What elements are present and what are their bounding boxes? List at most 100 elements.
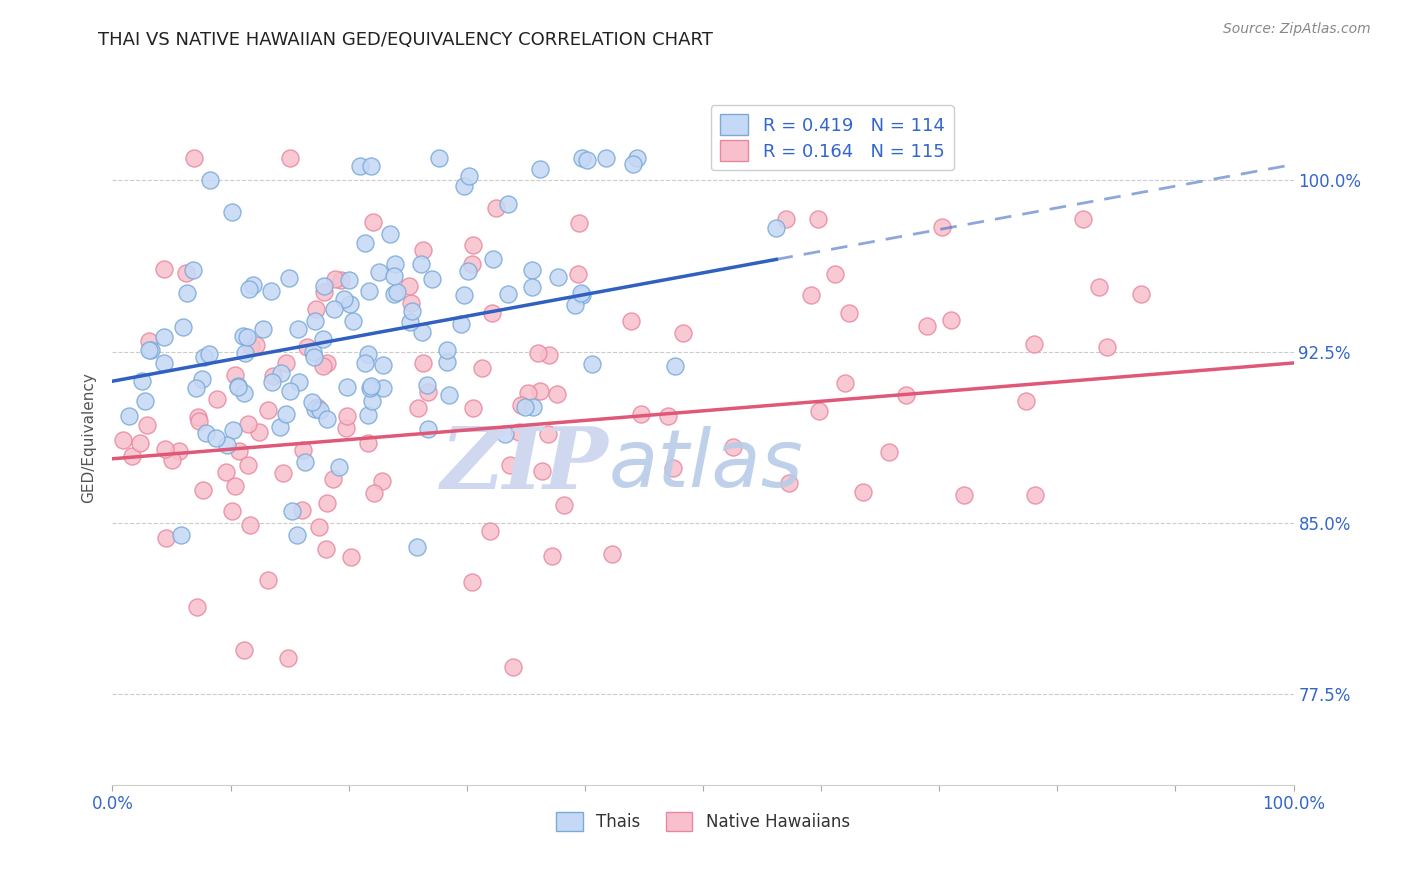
Point (236, 417, 259, 431)
Point (186, 381, 208, 395)
Point (295, 340, 318, 354)
Point (457, 264, 479, 278)
Point (494, 426, 516, 441)
Point (167, 444, 190, 458)
Point (620, 314, 643, 328)
Point (359, 284, 381, 298)
Point (191, 483, 214, 498)
Point (288, 375, 311, 389)
Point (153, 330, 176, 344)
Point (236, 329, 259, 343)
Point (537, 426, 560, 441)
Point (337, 273, 360, 287)
Point (378, 227, 401, 241)
Point (269, 420, 291, 434)
Point (657, 409, 679, 423)
Point (134, 394, 156, 409)
Point (291, 503, 314, 517)
Point (309, 403, 332, 417)
Point (238, 282, 260, 296)
Point (315, 541, 337, 556)
Point (1022, 336, 1045, 351)
Point (312, 359, 335, 373)
Point (401, 304, 423, 318)
Point (510, 398, 533, 412)
Point (530, 464, 553, 478)
Point (260, 284, 283, 298)
Point (131, 374, 153, 388)
Point (221, 504, 243, 518)
Point (800, 288, 823, 302)
Point (941, 313, 963, 327)
Point (775, 212, 797, 227)
Point (461, 257, 484, 271)
Point (360, 379, 382, 393)
Point (233, 385, 256, 400)
Point (333, 292, 356, 306)
Point (224, 479, 246, 493)
Point (436, 355, 458, 369)
Point (239, 518, 262, 533)
Point (270, 366, 292, 380)
Point (361, 215, 384, 229)
Point (567, 267, 589, 281)
Point (328, 460, 350, 475)
Point (278, 151, 301, 165)
Point (1088, 280, 1111, 294)
Point (529, 162, 551, 177)
Point (236, 458, 259, 472)
Point (564, 298, 586, 312)
Point (280, 384, 302, 398)
Point (485, 201, 508, 215)
Point (602, 547, 624, 561)
Point (262, 369, 284, 384)
Point (496, 287, 519, 301)
Point (233, 643, 256, 657)
Point (808, 404, 831, 418)
Point (128, 436, 150, 450)
Point (437, 388, 460, 402)
Point (553, 498, 575, 512)
Point (664, 359, 686, 374)
Point (415, 378, 437, 392)
Point (260, 375, 283, 389)
Point (399, 315, 422, 329)
Point (232, 329, 254, 343)
Point (323, 302, 346, 317)
Point (416, 384, 439, 399)
Point (183, 151, 205, 165)
Point (152, 356, 174, 370)
Point (335, 420, 357, 434)
Point (247, 425, 270, 440)
Point (527, 346, 550, 360)
Point (186, 600, 208, 615)
Point (453, 288, 475, 302)
Point (357, 346, 380, 360)
Point (571, 288, 593, 302)
Point (336, 380, 359, 394)
Point (461, 401, 484, 416)
Point (595, 151, 617, 165)
Point (314, 285, 336, 299)
Point (257, 574, 280, 588)
Point (294, 455, 316, 469)
Point (508, 425, 530, 440)
Point (226, 379, 249, 393)
Text: atlas: atlas (609, 425, 803, 504)
Point (1071, 212, 1094, 227)
Point (406, 401, 429, 416)
Point (349, 159, 371, 173)
Point (257, 402, 280, 417)
Point (277, 650, 299, 665)
Point (336, 409, 359, 423)
Point (385, 285, 408, 299)
Point (915, 318, 938, 333)
Point (894, 388, 917, 402)
Point (520, 262, 543, 277)
Point (931, 220, 953, 235)
Point (363, 485, 385, 500)
Point (522, 279, 544, 293)
Point (339, 297, 361, 311)
Point (121, 449, 143, 463)
Point (188, 414, 211, 428)
